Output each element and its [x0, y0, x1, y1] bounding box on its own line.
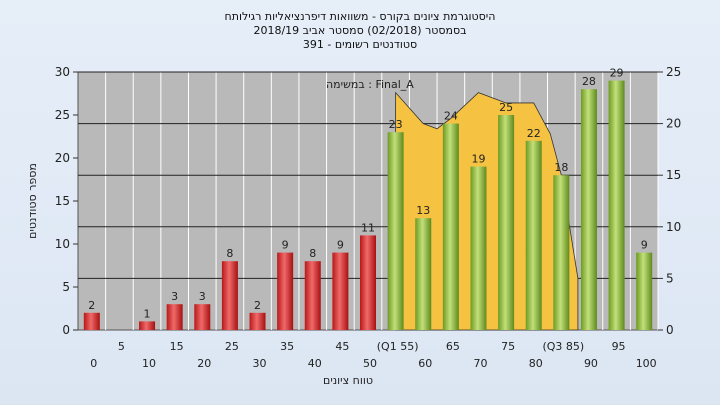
chart-title-line-3: סטודנטים רשומים - 391	[302, 38, 418, 51]
y-tick-label: 5	[62, 280, 70, 294]
histogram-bar	[360, 235, 376, 330]
x-tick-label-upper: 45	[335, 340, 349, 353]
histogram-bar	[277, 252, 294, 330]
y-tick-label: 30	[55, 65, 70, 79]
y2-tick-label: 20	[666, 117, 681, 131]
x-tick-label-lower: 80	[529, 357, 543, 370]
bar-value-label: 11	[361, 221, 375, 234]
x-tick-label-upper: 65	[446, 340, 460, 353]
y-tick-label: 20	[55, 151, 70, 165]
bar-value-label: 8	[226, 247, 233, 260]
x-tick-label-lower: 60	[418, 357, 432, 370]
histogram-bar	[166, 304, 183, 330]
y2-tick-label: 5	[666, 271, 674, 285]
y-tick-label: 10	[55, 237, 70, 251]
chart-title-line-1: היסטוגרמת ציונים בקורס - משוואות דיפרנצי…	[224, 10, 496, 23]
bar-value-label: 2	[254, 299, 261, 312]
x-tick-label-lower: 40	[308, 357, 322, 370]
y-tick-label: 0	[62, 323, 70, 337]
x-tick-label-upper: (Q1 55)	[377, 340, 419, 353]
histogram-bar	[249, 312, 266, 330]
x-tick-label-lower: 10	[142, 357, 156, 370]
x-tick-label-upper: 35	[280, 340, 294, 353]
bar-value-label: 3	[171, 290, 178, 303]
chart-title-line-2: בסמסטר (02/2018) סמסטר אביב 2018/19	[253, 24, 467, 37]
histogram-bar	[83, 312, 100, 330]
histogram-bar	[442, 123, 459, 330]
bar-value-label: 3	[199, 290, 206, 303]
bar-value-label: 2	[88, 299, 95, 312]
x-tick-label-lower: 50	[363, 357, 377, 370]
histogram-bar	[387, 132, 404, 330]
x-tick-label-lower: 90	[584, 357, 598, 370]
x-tick-label-upper: (Q3 85)	[542, 340, 584, 353]
bar-value-label: 13	[416, 204, 430, 217]
bar-value-label: 1	[144, 307, 151, 320]
histogram-bar	[194, 304, 211, 330]
bar-value-label: 23	[389, 118, 403, 131]
histogram-bar	[139, 321, 156, 330]
y-tick-label: 25	[55, 108, 70, 122]
histogram-bar	[470, 166, 487, 330]
x-axis-label: טווח ציונים	[323, 374, 373, 387]
histogram-bar	[498, 115, 515, 330]
bar-value-label: 9	[337, 239, 344, 252]
bar-value-label: 29	[610, 67, 624, 80]
x-tick-label-lower: 20	[197, 357, 211, 370]
x-tick-label-upper: 75	[501, 340, 515, 353]
chart-title-block: היסטוגרמת ציונים בקורס - משוואות דיפרנצי…	[0, 10, 720, 52]
bar-value-label: 9	[282, 239, 289, 252]
histogram-bar	[553, 175, 570, 330]
bar-value-label: 22	[527, 127, 541, 140]
bar-value-label: 28	[582, 75, 596, 88]
histogram-bar	[415, 218, 432, 330]
bar-value-label: 8	[309, 247, 316, 260]
x-tick-label-lower: 30	[253, 357, 267, 370]
histogram-bar	[636, 252, 653, 330]
histogram-bar	[525, 140, 542, 330]
y-axis-label: מספר סטודנטים	[26, 163, 39, 239]
x-tick-label-lower: 0	[90, 357, 97, 370]
x-tick-label-lower: 100	[636, 357, 657, 370]
y-tick-label: 15	[55, 194, 70, 208]
x-tick-label-upper: 5	[118, 340, 125, 353]
bar-value-label: 24	[444, 110, 458, 123]
x-tick-label-lower: 70	[473, 357, 487, 370]
histogram-bar	[221, 261, 238, 330]
histogram-bar	[304, 261, 321, 330]
histogram-bar	[580, 89, 597, 330]
assignment-note: במשימה : Final_A	[326, 78, 414, 91]
y2-tick-label: 15	[666, 168, 681, 182]
bar-value-label: 25	[499, 101, 513, 114]
histogram-bar	[332, 252, 349, 330]
bar-value-label: 18	[554, 161, 568, 174]
y2-tick-label: 25	[666, 65, 681, 79]
x-tick-label-upper: 95	[612, 340, 626, 353]
y2-tick-label: 10	[666, 220, 681, 234]
x-tick-label-upper: 15	[170, 340, 184, 353]
y2-tick-label: 0	[666, 323, 674, 337]
bar-value-label: 19	[471, 153, 485, 166]
bar-value-label: 9	[641, 239, 648, 252]
histogram-bar	[608, 80, 625, 330]
x-tick-label-upper: 25	[225, 340, 239, 353]
